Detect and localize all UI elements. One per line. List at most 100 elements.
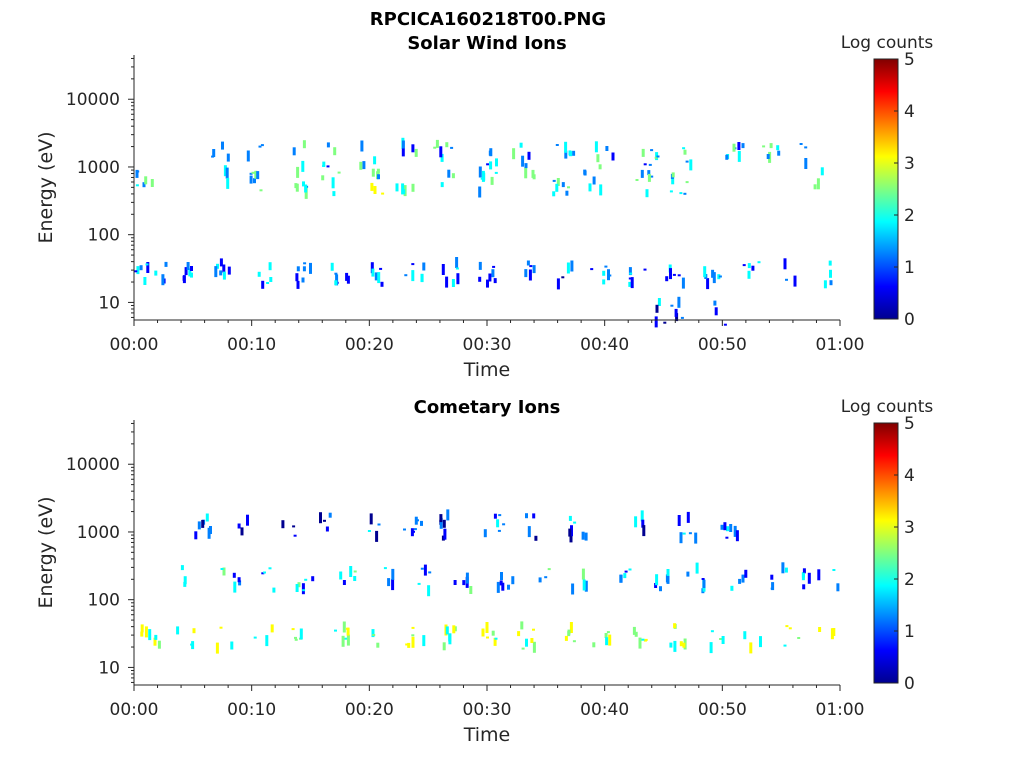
data-cell (654, 583, 658, 588)
data-cell (635, 179, 639, 181)
data-cell (675, 313, 679, 322)
data-cell (641, 519, 645, 528)
data-cell (498, 514, 502, 517)
data-cell (671, 176, 675, 185)
data-cell (369, 513, 373, 525)
data-cell (407, 642, 411, 648)
data-cell (377, 174, 380, 180)
data-cell (422, 262, 426, 271)
data-cell (253, 178, 256, 184)
data-cell (494, 637, 498, 640)
data-cell (797, 637, 801, 639)
data-cell (491, 269, 495, 278)
data-cell (592, 176, 596, 185)
data-cell (502, 523, 506, 526)
data-cell (370, 262, 374, 274)
data-cell (628, 281, 632, 287)
x-axis-label: Time (463, 359, 511, 381)
data-cell (346, 627, 350, 636)
data-cell (301, 277, 305, 283)
data-cell (161, 274, 165, 286)
data-cell (569, 151, 573, 157)
data-cell (281, 520, 285, 529)
data-cell (207, 527, 211, 539)
data-cell (694, 532, 698, 544)
data-cell (450, 146, 454, 149)
data-cell (478, 261, 482, 270)
data-cell (497, 529, 501, 532)
data-cell (296, 166, 300, 178)
data-cell (565, 190, 569, 196)
data-cell (451, 173, 455, 179)
data-cell (608, 634, 612, 646)
data-cell (265, 635, 269, 647)
data-cell (777, 150, 781, 156)
data-cell (544, 576, 548, 579)
data-cell (569, 534, 573, 543)
data-cell (564, 141, 568, 153)
data-cell (259, 189, 263, 192)
data-cell (799, 143, 803, 145)
data-cell (527, 151, 531, 160)
y-tick-label: 1000 (77, 158, 120, 178)
data-cell (445, 276, 449, 288)
data-cell (423, 564, 427, 576)
data-cell (566, 262, 570, 274)
data-cell (435, 139, 439, 148)
data-cell (344, 637, 348, 640)
data-cell (346, 634, 350, 646)
colorbar-tick-label: 1 (904, 258, 915, 278)
data-cell (712, 272, 716, 284)
data-cell (377, 272, 381, 284)
data-cell (702, 580, 706, 588)
data-cell (395, 183, 399, 192)
data-cell (326, 165, 330, 168)
data-cell (334, 272, 338, 275)
data-cell (427, 585, 431, 597)
data-cell (689, 159, 693, 171)
data-cell (448, 633, 452, 642)
data-cell (326, 142, 330, 148)
data-cell (677, 515, 681, 526)
data-cell (725, 154, 729, 160)
data-cell (611, 152, 615, 161)
data-cell (304, 187, 308, 199)
data-cell (183, 576, 187, 585)
data-cell (233, 581, 237, 593)
panel-title: Cometary Ions (414, 397, 561, 418)
data-cell (142, 182, 146, 188)
data-cell (770, 574, 774, 580)
data-cell (296, 280, 300, 289)
data-cell (561, 182, 565, 188)
figure-title: RPCICA160218T00.PNG (370, 9, 606, 30)
data-cell (180, 565, 184, 571)
data-cell (493, 278, 497, 284)
data-cell (134, 270, 138, 273)
data-cell (602, 279, 606, 285)
x-axis-label: Time (463, 724, 511, 746)
data-cell (581, 531, 585, 540)
data-cell (440, 153, 444, 162)
data-cell (582, 579, 586, 591)
data-cell (683, 149, 687, 155)
data-cell (362, 161, 366, 170)
data-cell (701, 578, 705, 580)
data-cell (294, 636, 297, 639)
data-cell (360, 140, 364, 152)
data-cell (182, 275, 186, 281)
data-cell (311, 576, 315, 582)
data-cell (302, 181, 305, 187)
data-cell (643, 163, 647, 166)
data-cell (771, 582, 775, 591)
data-cell (816, 178, 820, 190)
data-cell (776, 145, 780, 151)
data-cell (729, 524, 733, 532)
data-cell (605, 146, 609, 151)
data-cell (370, 182, 374, 191)
data-cell (441, 264, 445, 275)
data-cell (246, 150, 250, 162)
data-cell (655, 574, 659, 586)
y-tick-label: 10000 (66, 90, 120, 110)
data-cell (353, 570, 357, 573)
data-cell (387, 578, 391, 587)
